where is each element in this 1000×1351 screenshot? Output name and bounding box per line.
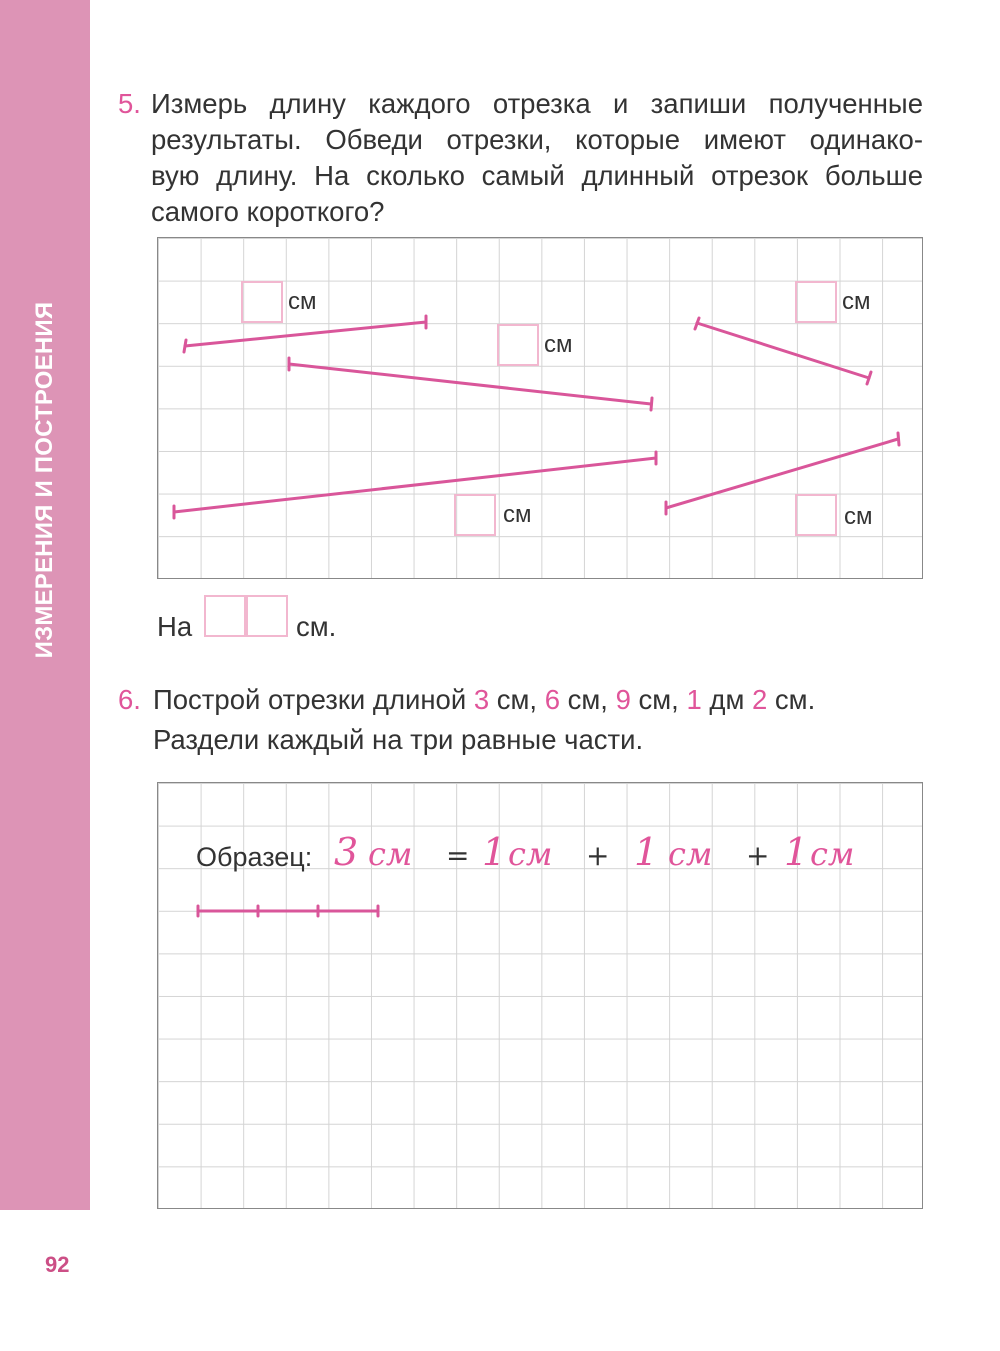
segment-3 <box>695 321 871 380</box>
unit-label-1: см <box>288 288 317 315</box>
segment-3-end-tick <box>865 370 873 386</box>
segments-drawing <box>172 314 901 520</box>
text-part: см. <box>767 684 816 715</box>
unit-label-4: см <box>503 501 532 528</box>
sample-label: Образец: <box>196 842 313 872</box>
text-part: дм <box>701 684 752 715</box>
unit-label-3: см <box>842 288 871 315</box>
answer-box-units[interactable] <box>246 595 288 637</box>
segment-3-start-tick <box>693 316 701 331</box>
task-5-line-3: вую длину. На сколько самый длинный отре… <box>151 160 923 191</box>
chapter-sidebar: ИЗМЕРЕНИЯ И ПОСТРОЕНИЯ <box>0 0 90 1210</box>
chapter-title: ИЗМЕРЕНИЯ И ПОСТРОЕНИЯ <box>31 301 58 659</box>
task-6-number: 6. <box>118 684 141 715</box>
task-6-line-2: Раздели каждый на три равные части. <box>153 724 644 755</box>
answer-prefix: На <box>157 611 193 642</box>
sample-drawing: 3 см = 1 см + 1 см + 1 см <box>196 830 854 918</box>
task-6-text: Построй отрезки длиной 3 см, 6 см, 9 см,… <box>153 682 815 758</box>
task-5-line-2: результаты. Обведи отрезки, которые имею… <box>151 124 923 155</box>
sample-number-1a: 1 <box>482 830 506 874</box>
task-5-grid: см см см см см <box>157 237 923 579</box>
text-part: см, <box>630 684 687 715</box>
sample-number-1c: 1 <box>784 830 808 874</box>
sample-number-3: 3 <box>334 830 358 874</box>
length-2-cm: 2 <box>752 684 768 715</box>
length-box-3[interactable] <box>795 281 837 323</box>
sample-segment <box>196 904 380 918</box>
segment-4 <box>172 456 658 514</box>
segment-5 <box>664 437 900 510</box>
answer-box-tens[interactable] <box>204 595 246 637</box>
segment-2 <box>287 362 653 406</box>
segment-1 <box>183 320 428 348</box>
segment-2-end-tick <box>649 396 654 412</box>
length-3: 3 <box>473 684 490 715</box>
text-part: см, <box>560 684 616 715</box>
sample-unit-1: см <box>368 835 412 873</box>
task-6-line-1: Построй отрезки длиной 3 см, 6 см, 9 см,… <box>153 682 815 718</box>
length-box-4[interactable] <box>454 494 496 536</box>
task-5-text: Измерь длину каждого отрезка и запиши по… <box>151 86 923 230</box>
task-5-line-4: самого короткого? <box>151 196 385 227</box>
page-number: 92 <box>45 1252 70 1277</box>
segment-5-end-tick <box>896 431 901 447</box>
task-5-number: 5. <box>118 88 141 119</box>
length-box-1[interactable] <box>241 281 283 323</box>
length-box-5[interactable] <box>795 494 837 536</box>
sample-number-1b: 1 <box>634 830 658 874</box>
task-5-line-1: Измерь длину каждого отрезка и запиши по… <box>151 88 923 119</box>
text-part: Построй отрезки длиной <box>153 684 474 715</box>
length-box-2[interactable] <box>497 324 539 366</box>
unit-label-2: см <box>544 331 573 358</box>
sample-unit-2: см <box>508 835 552 873</box>
length-6: 6 <box>544 684 561 715</box>
unit-label-5: см <box>844 503 873 530</box>
answer-suffix: см. <box>296 611 337 642</box>
sample-unit-4: см <box>810 835 854 873</box>
segment-1-start-tick <box>182 338 188 354</box>
task-6-grid[interactable]: Образец: 3 см = 1 см + 1 см + 1 см <box>157 782 923 1209</box>
sample-plus-2: + <box>746 839 769 872</box>
sample-unit-3: см <box>668 835 712 873</box>
text-part: см, <box>489 684 545 715</box>
sample-plus-1: + <box>586 839 609 872</box>
length-9: 9 <box>615 684 631 715</box>
length-1-dm: 1 <box>686 684 702 715</box>
sample-equals: = <box>446 839 469 872</box>
